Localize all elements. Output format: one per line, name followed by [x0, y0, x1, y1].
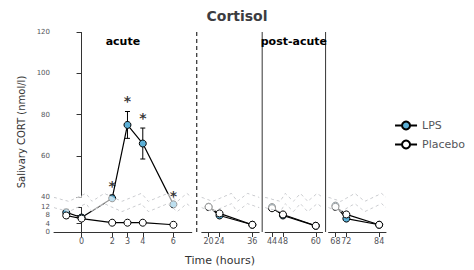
svg-text:12: 12: [41, 203, 50, 211]
svg-text:4: 4: [140, 237, 145, 246]
svg-text:40: 40: [41, 193, 50, 201]
svg-text:44: 44: [267, 237, 277, 246]
svg-text:24: 24: [214, 237, 224, 246]
svg-text:Cortisol: Cortisol: [206, 8, 267, 24]
svg-text:*: *: [139, 110, 147, 126]
svg-text:6: 6: [171, 237, 176, 246]
svg-text:*: *: [109, 178, 117, 194]
svg-text:20: 20: [204, 237, 214, 246]
svg-text:2: 2: [110, 237, 115, 246]
svg-text:80: 80: [41, 111, 50, 119]
svg-text:120: 120: [37, 28, 50, 36]
svg-text:84: 84: [374, 237, 384, 246]
svg-text:0: 0: [46, 228, 50, 236]
svg-text:36: 36: [247, 237, 257, 246]
svg-text:68: 68: [330, 237, 340, 246]
svg-text:Salivary CORT (nmol/l): Salivary CORT (nmol/l): [16, 76, 27, 189]
svg-text:Time (hours): Time (hours): [184, 254, 255, 267]
svg-text:60: 60: [41, 152, 50, 160]
svg-text:3: 3: [125, 237, 130, 246]
svg-text:8: 8: [46, 211, 50, 219]
svg-text:48: 48: [278, 237, 288, 246]
svg-text:4: 4: [46, 220, 51, 228]
svg-text:0: 0: [79, 237, 84, 246]
svg-text:acute: acute: [106, 35, 141, 48]
svg-text:LPS: LPS: [422, 119, 442, 132]
svg-text:72: 72: [341, 237, 351, 246]
svg-text:100: 100: [37, 69, 50, 77]
svg-text:*: *: [124, 93, 132, 109]
svg-text:Placebo: Placebo: [422, 138, 465, 151]
svg-text:60: 60: [311, 237, 321, 246]
svg-text:post-acute: post-acute: [261, 35, 327, 48]
